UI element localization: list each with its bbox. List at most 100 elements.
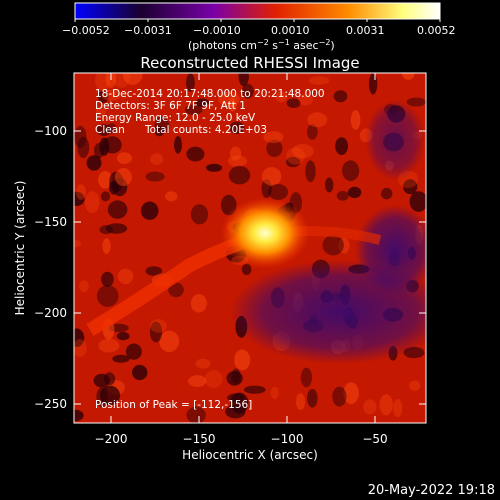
texture-blob [95, 106, 107, 116]
texture-blob [186, 146, 205, 162]
texture-blob [261, 167, 282, 186]
texture-blob [101, 271, 114, 287]
texture-blob [109, 171, 124, 192]
texture-blob [95, 73, 111, 91]
texture-blob [78, 280, 89, 293]
image-frame [73, 72, 427, 424]
annotation-energy: Energy Range: 12.0 - 25.0 keV [95, 112, 256, 124]
texture-blob [368, 73, 378, 95]
texture-blob [406, 97, 426, 107]
colorbar-unit-label: (photons cm−2 s−1 asec−2) [188, 38, 335, 52]
x-axis-label: Heliocentric X (arcsec) [182, 448, 318, 462]
texture-blob [305, 160, 316, 183]
texture-blob [159, 330, 180, 353]
texture-blob [188, 375, 207, 387]
texture-blob [74, 409, 84, 422]
annotation-counts: Total counts: 4.20E+03 [144, 124, 267, 136]
texture-blob [190, 294, 207, 313]
texture-blob [186, 73, 195, 92]
texture-blob [104, 372, 116, 386]
texture-blob [363, 399, 377, 415]
y-tick-label: −100 [34, 124, 67, 138]
texture-blob [350, 110, 361, 130]
texture-blob [107, 200, 128, 219]
texture-blob [186, 406, 206, 423]
colorbar-ticks [74, 19, 441, 22]
texture-blob [333, 90, 348, 103]
texture-blob [241, 83, 254, 99]
texture-blob [74, 239, 82, 248]
texture-blob [409, 191, 426, 212]
texture-blob [379, 394, 393, 416]
x-tick-label: −50 [362, 432, 387, 446]
texture-blob [74, 339, 87, 358]
texture-blob [295, 393, 306, 411]
texture-blob [286, 147, 305, 165]
texture-blob [150, 153, 164, 165]
axis-ticks [74, 73, 426, 423]
colorbar [74, 2, 441, 20]
texture-blob [149, 321, 163, 343]
texture-blob [347, 186, 362, 199]
colorbar-tick-label: 0.0031 [346, 24, 385, 37]
texture-blob [286, 98, 301, 108]
texture-blob [111, 73, 131, 88]
texture-blob [165, 191, 178, 202]
flare-peak [220, 197, 310, 269]
texture-blob [140, 201, 159, 220]
texture-blob [96, 124, 112, 136]
texture-blob [286, 156, 301, 168]
texture-blob [243, 385, 266, 394]
texture-blob [190, 204, 209, 225]
texture-blob [154, 116, 170, 134]
y-axis-label: Heliocentric Y (arcsec) [13, 181, 27, 316]
x-tick-label: −200 [95, 432, 128, 446]
texture-blob [270, 386, 279, 399]
texture-blob [266, 139, 283, 157]
texture-blob [107, 123, 117, 134]
texture-blob [291, 143, 314, 159]
texture-blob [195, 358, 211, 369]
texture-blob [117, 268, 134, 285]
texture-blob [125, 343, 142, 360]
texture-blob [343, 382, 359, 405]
texture-blob [132, 364, 148, 381]
texture-blob [145, 266, 163, 276]
texture-blob [403, 179, 418, 195]
texture-blob [101, 89, 121, 101]
texture-blob [145, 171, 165, 182]
texture-blob [306, 124, 318, 140]
colorbar-tick-label: −0.0010 [193, 24, 241, 37]
texture-blob [116, 332, 130, 341]
y-tick-label: −150 [34, 215, 67, 229]
texture-blob [94, 143, 105, 159]
texture-blob [228, 165, 251, 185]
texture-blob [112, 354, 130, 363]
texture-blob [122, 73, 143, 85]
texture-blob [268, 184, 289, 200]
annotation-time-range: 18-Dec-2014 20:17:48.000 to 20:21:48.000 [95, 88, 325, 100]
texture-blob [297, 94, 313, 106]
texture-blob [102, 238, 111, 255]
texture-blob [77, 136, 90, 159]
texture-blob [195, 98, 210, 107]
texture-blob [105, 73, 116, 88]
texture-blob [99, 225, 113, 235]
texture-blob [322, 235, 344, 256]
texture-blob [99, 385, 121, 406]
x-tick-label: −100 [271, 432, 304, 446]
texture-blob [325, 177, 334, 193]
texture-blob [229, 121, 245, 134]
annotation-detectors: Detectors: 3F 6F 7F 9F, Att 1 [95, 100, 246, 112]
texture-blob [116, 152, 132, 164]
texture-blob [230, 146, 242, 161]
texture-blob [393, 399, 403, 418]
texture-blob [74, 328, 85, 347]
texture-blob [238, 73, 249, 87]
texture-blob [218, 91, 240, 108]
texture-blob [275, 91, 288, 103]
texture-blob [206, 163, 223, 172]
texture-blob [184, 104, 203, 115]
texture-blob [402, 73, 415, 80]
texture-blob [228, 155, 248, 167]
